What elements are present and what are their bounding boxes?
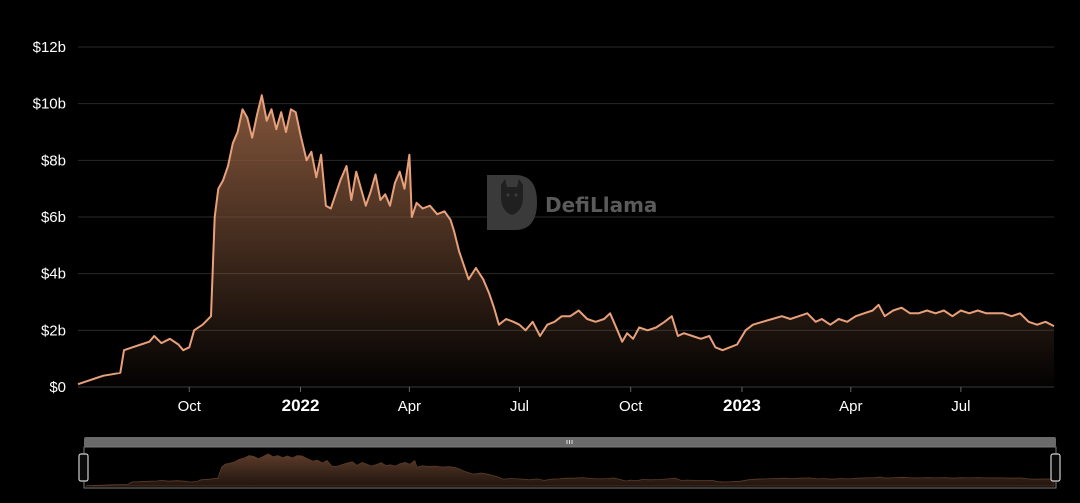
range-brush[interactable]	[78, 437, 1061, 489]
llama-logo-icon	[487, 175, 537, 230]
x-tick-label: Oct	[178, 398, 202, 415]
grip-lines-icon[interactable]	[566, 440, 573, 444]
x-tick-label: 2023	[723, 396, 761, 415]
series-area	[78, 95, 1054, 387]
watermark-text: DefiLlama	[545, 193, 657, 217]
y-tick-label: $8b	[41, 152, 66, 169]
y-tick-label: $6b	[41, 209, 66, 226]
brush-mini-area	[85, 453, 1055, 487]
y-tick-label: $0	[49, 379, 66, 396]
x-tick-label: Jul	[951, 398, 970, 415]
y-axis: $0 $2b $4b $6b $8b $10b $12b	[33, 39, 66, 396]
x-axis: Oct 2022 Apr Jul Oct 2023 Apr Jul	[178, 387, 970, 415]
x-tick-label: Apr	[839, 398, 862, 415]
watermark: DefiLlama	[487, 175, 657, 230]
series-line	[77, 94, 1055, 386]
x-tick-label: Oct	[619, 398, 643, 415]
brush-handle-right[interactable]	[1050, 453, 1061, 482]
x-tick-label: Jul	[510, 398, 529, 415]
y-tick-label: $12b	[33, 39, 66, 56]
y-tick-label: $4b	[41, 266, 66, 283]
x-tick-label: Apr	[398, 398, 421, 415]
y-tick-label: $2b	[41, 322, 66, 339]
y-tick-label: $10b	[33, 96, 66, 113]
x-tick-label: 2022	[282, 396, 320, 415]
brush-handle-left[interactable]	[78, 453, 89, 482]
